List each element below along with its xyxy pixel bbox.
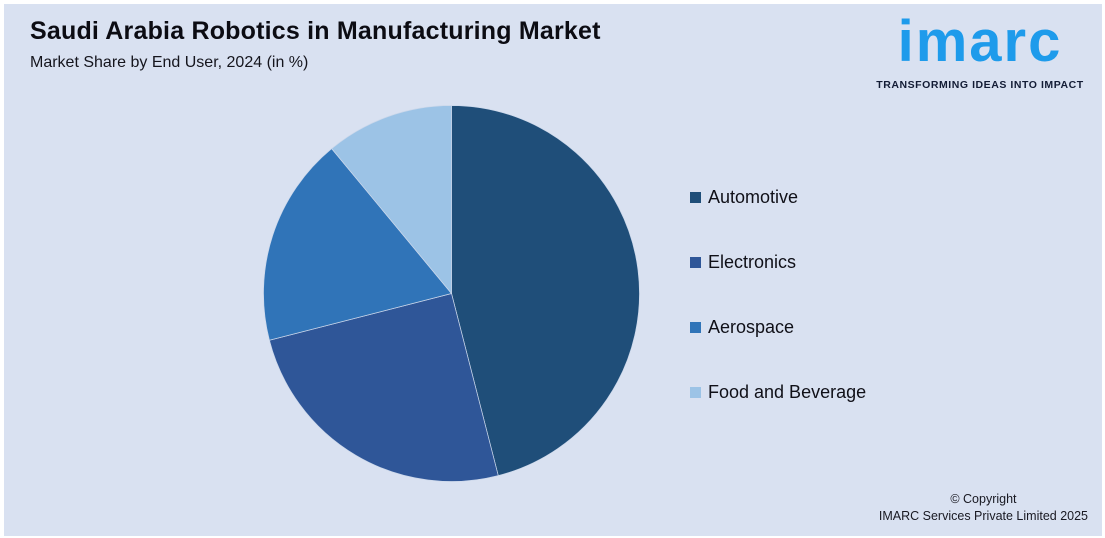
legend-item-aerospace: Aerospace (690, 316, 866, 338)
pie-slice-automotive (451, 105, 640, 477)
legend-label: Automotive (708, 187, 799, 207)
legend-label: Food and Beverage (708, 382, 867, 402)
page-title: Saudi Arabia Robotics in Manufacturing M… (30, 17, 601, 45)
legend-swatch (690, 191, 701, 203)
imarc-logo: imarc TRANSFORMING IDEAS INTO IMPACT (870, 6, 1090, 91)
legend-label: Aerospace (708, 317, 795, 337)
imarc-tagline: TRANSFORMING IDEAS INTO IMPACT (876, 79, 1084, 91)
copyright-line2: IMARC Services Private Limited 2025 (878, 509, 1088, 523)
legend-item-electronics: Electronics (690, 251, 866, 273)
pie-slice-electronics (268, 293, 499, 482)
legend: Automotive Electronics Aerospace Food and B… (690, 186, 866, 403)
legend-item-automotive: Automotive (690, 186, 866, 208)
legend-swatch (690, 256, 701, 268)
legend-item-food-and-beverage: Food and Beverage (690, 381, 866, 403)
chart-subtitle: Market Share by End User, 2024 (in %) (30, 54, 309, 71)
pie-slice-food-and-beverage (331, 105, 452, 295)
pie-chart (263, 105, 640, 482)
pie-slice-aerospace (263, 148, 453, 341)
legend-swatch (690, 321, 701, 333)
copyright-line1: © Copyright (950, 492, 1017, 506)
chart-panel: Saudi Arabia Robotics in Manufacturing M… (4, 4, 1102, 536)
legend-swatch (690, 386, 701, 398)
imarc-wordmark: imarc (897, 9, 1063, 74)
legend-label: Electronics (708, 252, 797, 272)
copyright: © Copyright IMARC Services Private Limit… (879, 491, 1088, 525)
